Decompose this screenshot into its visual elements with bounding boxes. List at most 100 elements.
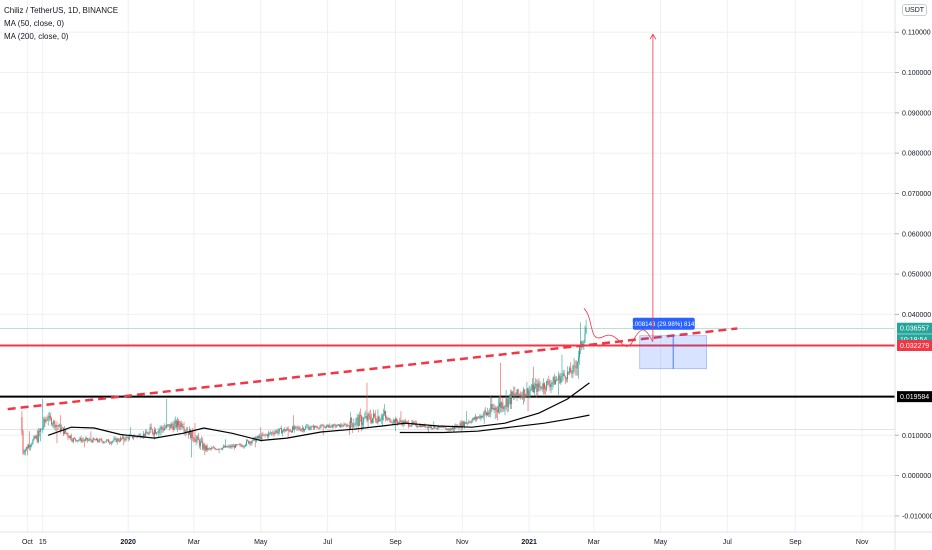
candle-body bbox=[23, 452, 25, 454]
candle-body bbox=[34, 436, 36, 439]
candle-body bbox=[450, 428, 452, 431]
candle-body bbox=[209, 448, 211, 450]
candle-body bbox=[575, 367, 577, 369]
candle-body bbox=[55, 425, 57, 428]
candle-body bbox=[282, 430, 284, 434]
candle-body bbox=[308, 426, 310, 430]
candle-body bbox=[230, 445, 232, 448]
candle-body bbox=[78, 439, 80, 441]
candle-body bbox=[532, 384, 534, 393]
candle-body bbox=[316, 427, 318, 428]
candle-body bbox=[329, 426, 331, 428]
candle-body bbox=[267, 433, 269, 437]
candle-body bbox=[371, 418, 373, 423]
candle-body bbox=[340, 424, 342, 427]
candle-body bbox=[66, 432, 68, 434]
candle-body bbox=[296, 426, 298, 428]
candle-body bbox=[281, 428, 283, 434]
candle-body bbox=[585, 327, 587, 334]
time-scale[interactable]: Oct 15 2020 Mar May Jul Sep Nov 2021 Mar May Jul Sep… bbox=[22, 539, 869, 546]
candle-body bbox=[421, 424, 423, 428]
candle-body bbox=[289, 430, 291, 432]
candle-body bbox=[479, 416, 481, 419]
candle-body bbox=[274, 432, 276, 435]
candle-body bbox=[247, 440, 249, 442]
candle-body bbox=[387, 418, 389, 420]
candle-body bbox=[145, 431, 147, 436]
candle-body bbox=[155, 429, 157, 434]
candle-body bbox=[346, 425, 348, 427]
candle-body bbox=[270, 432, 272, 434]
candle-body bbox=[216, 449, 218, 450]
candle-body bbox=[322, 425, 324, 427]
candle-body bbox=[107, 439, 109, 443]
candle-body bbox=[241, 445, 243, 447]
candle-body bbox=[32, 439, 34, 444]
candle-body bbox=[57, 425, 59, 427]
candle-body bbox=[139, 434, 141, 438]
candle-body bbox=[420, 425, 422, 428]
candle-body bbox=[29, 445, 31, 448]
price-badge-label: 0.036557 bbox=[900, 326, 929, 333]
candle-body bbox=[123, 436, 125, 440]
candle-body bbox=[231, 445, 233, 447]
candle-body bbox=[453, 427, 455, 430]
candle-body bbox=[543, 383, 545, 389]
candle-body bbox=[21, 417, 23, 432]
price-badge-bg bbox=[897, 339, 932, 351]
candle-body bbox=[398, 421, 400, 424]
price-tick-label: 0.070000 bbox=[902, 191, 931, 198]
candle-body bbox=[522, 395, 524, 399]
candle-body bbox=[428, 426, 430, 428]
candle-body bbox=[391, 422, 393, 424]
candle-body bbox=[93, 438, 95, 440]
price-badge-bg bbox=[897, 391, 932, 403]
candle-body bbox=[301, 428, 303, 430]
candle-body bbox=[551, 382, 553, 385]
candle-body bbox=[530, 389, 532, 391]
candle-body bbox=[180, 422, 182, 427]
candle-body bbox=[552, 377, 554, 383]
candle-body bbox=[161, 426, 163, 429]
candle-body bbox=[443, 426, 445, 428]
price-tick-label: 0.080000 bbox=[902, 151, 931, 158]
ma50-legend[interactable]: MA (50, close, 0) bbox=[4, 19, 65, 28]
price-scale[interactable]: 0.110000 0.100000 0.090000 0.080000 0.070000… bbox=[895, 30, 932, 521]
candle-body bbox=[275, 430, 277, 433]
candle-body bbox=[163, 428, 165, 431]
price-badge-bg bbox=[897, 322, 932, 334]
candle-body bbox=[111, 441, 113, 444]
candle-body bbox=[403, 421, 405, 425]
time-tick-label: Jul bbox=[323, 539, 332, 546]
candle-body bbox=[331, 425, 333, 428]
candle-body bbox=[493, 408, 495, 410]
candle-body bbox=[191, 430, 193, 438]
ma200-legend[interactable]: MA (200, close, 0) bbox=[4, 32, 69, 41]
candle-body bbox=[291, 426, 293, 433]
candle-body bbox=[313, 426, 315, 429]
symbol-title[interactable]: Chiliz / TetherUS, 1D, BINANCE bbox=[4, 6, 119, 15]
candle-body bbox=[124, 439, 126, 441]
candle-body bbox=[229, 445, 231, 448]
candle-body bbox=[47, 417, 49, 421]
candle-body bbox=[534, 386, 536, 393]
price-tick-label: 0.050000 bbox=[902, 272, 931, 279]
candle-body bbox=[102, 441, 104, 443]
candle-body bbox=[497, 406, 499, 413]
candle-body bbox=[541, 388, 543, 390]
candle-body bbox=[40, 429, 42, 432]
candle-body bbox=[42, 427, 44, 429]
candle-body bbox=[196, 436, 198, 439]
currency-button[interactable]: USDT bbox=[902, 4, 927, 16]
candle-body bbox=[570, 367, 572, 373]
candle-body bbox=[449, 428, 451, 431]
candle-body bbox=[195, 438, 197, 442]
candle-body bbox=[26, 446, 28, 449]
candle-body bbox=[419, 425, 421, 427]
candle-body bbox=[83, 440, 85, 441]
candle-body bbox=[268, 432, 270, 434]
time-tick-label: May bbox=[654, 539, 668, 546]
candle-body bbox=[540, 386, 542, 389]
candle-body bbox=[394, 418, 396, 423]
